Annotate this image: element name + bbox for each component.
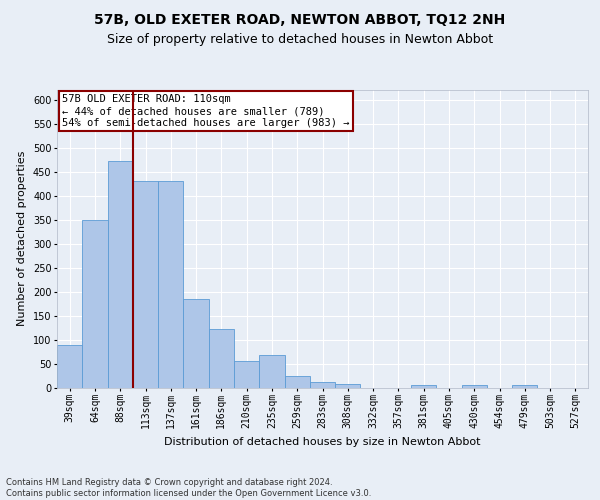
Bar: [209, 329, 234, 388]
Bar: [284, 376, 310, 388]
Bar: [335, 384, 361, 388]
Text: Contains HM Land Registry data © Crown copyright and database right 2024.
Contai: Contains HM Land Registry data © Crown c…: [6, 478, 371, 498]
Bar: [158, 181, 184, 388]
Bar: [107, 161, 133, 388]
Bar: [411, 385, 436, 388]
Bar: [133, 181, 158, 388]
Text: Size of property relative to detached houses in Newton Abbot: Size of property relative to detached ho…: [107, 32, 493, 46]
Bar: [82, 220, 107, 388]
Text: 57B OLD EXETER ROAD: 110sqm
← 44% of detached houses are smaller (789)
54% of se: 57B OLD EXETER ROAD: 110sqm ← 44% of det…: [62, 94, 350, 128]
Bar: [184, 299, 209, 388]
Bar: [259, 356, 284, 388]
Bar: [310, 382, 335, 388]
X-axis label: Distribution of detached houses by size in Newton Abbot: Distribution of detached houses by size …: [164, 436, 481, 446]
Text: 57B, OLD EXETER ROAD, NEWTON ABBOT, TQ12 2NH: 57B, OLD EXETER ROAD, NEWTON ABBOT, TQ12…: [94, 12, 506, 26]
Bar: [461, 385, 487, 388]
Bar: [512, 385, 538, 388]
Y-axis label: Number of detached properties: Number of detached properties: [17, 151, 27, 326]
Bar: [57, 346, 82, 388]
Bar: [234, 361, 259, 388]
